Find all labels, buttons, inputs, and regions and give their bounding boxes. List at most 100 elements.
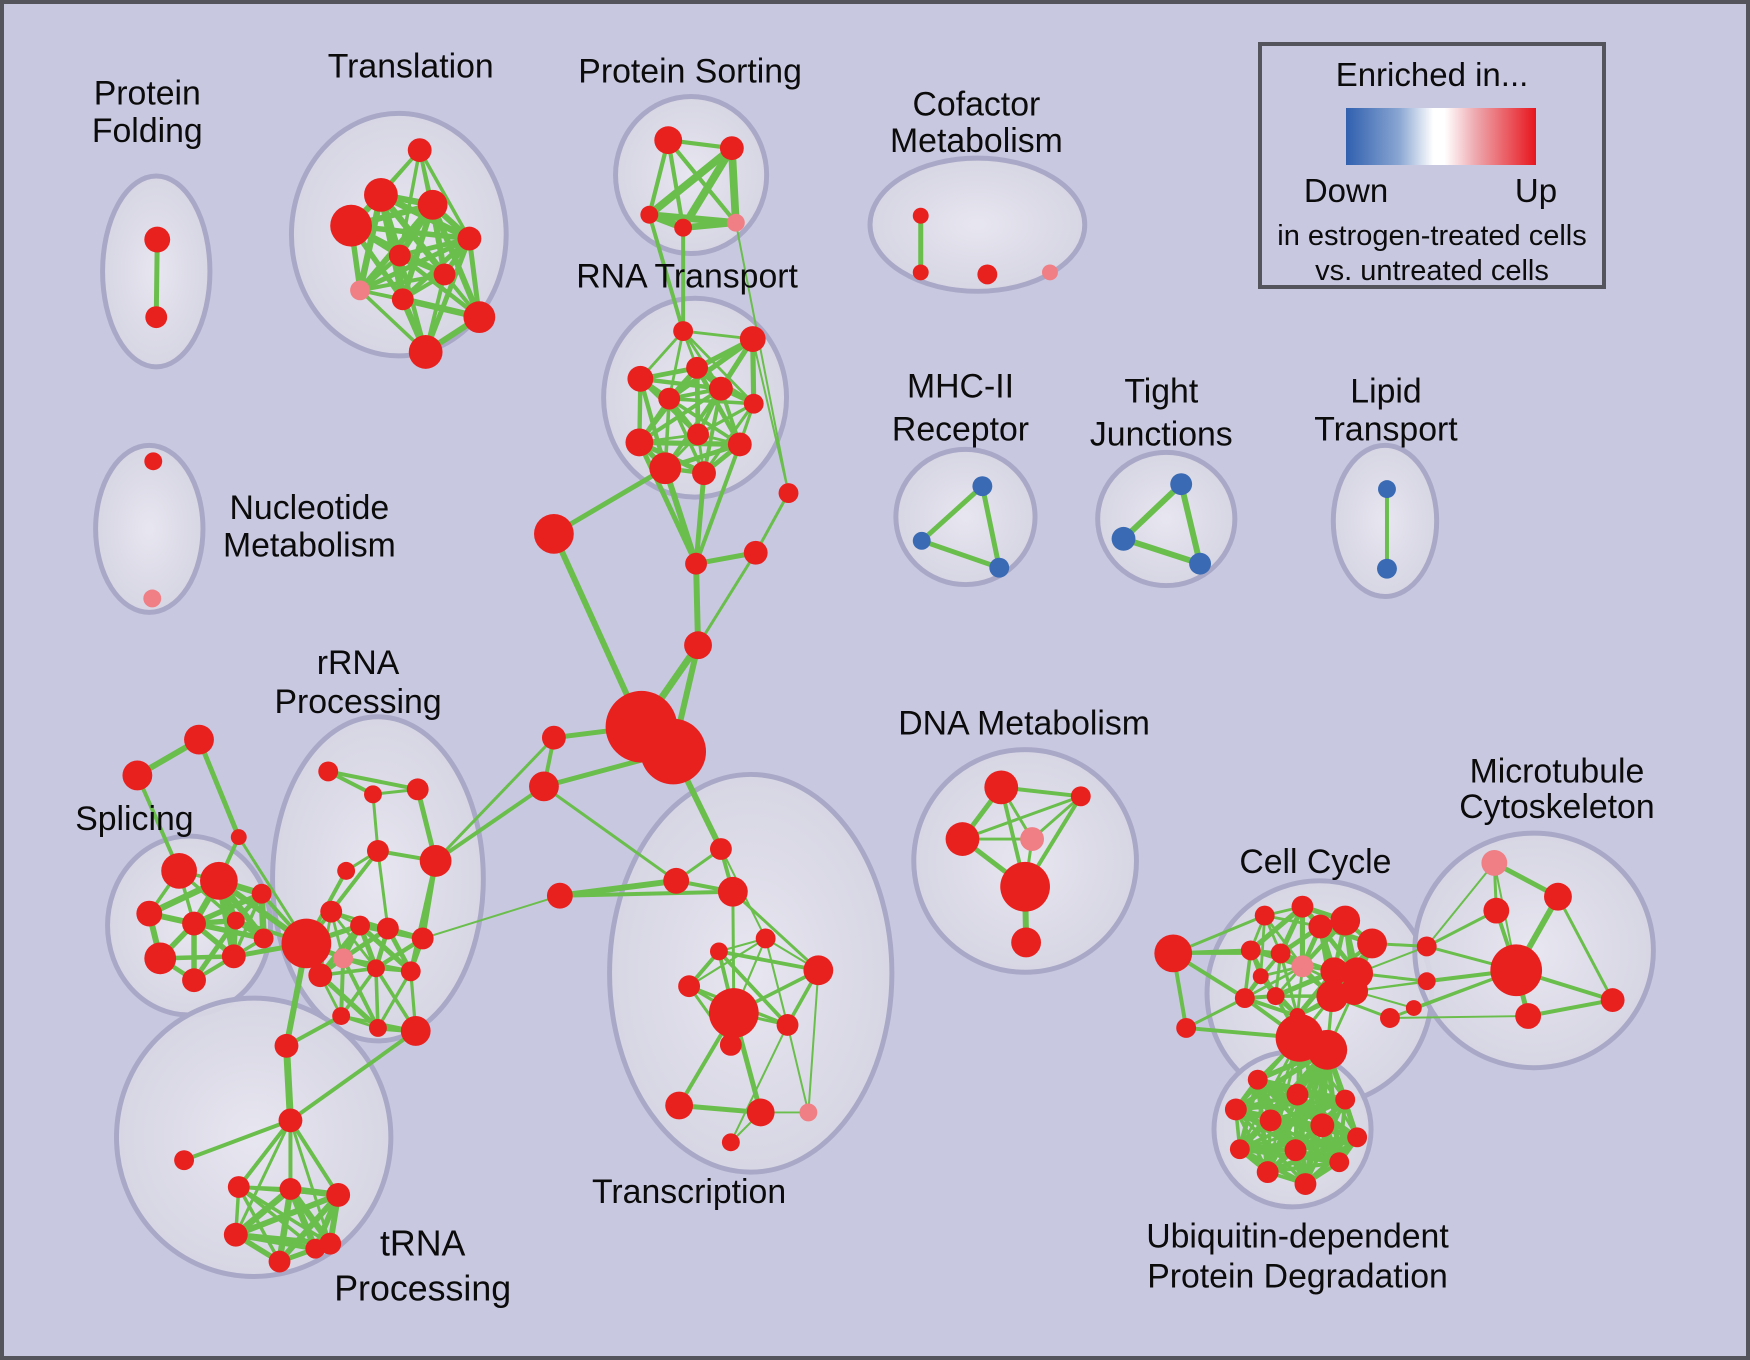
node-ccl2[interactable] [1176, 1018, 1197, 1038]
node-tr4[interactable] [709, 942, 728, 961]
node-cf3[interactable] [977, 264, 998, 285]
node-ps2[interactable] [719, 136, 744, 161]
node-rt1[interactable] [673, 321, 694, 342]
node-u11[interactable] [1256, 1161, 1279, 1184]
node-a[interactable] [534, 513, 574, 554]
node-pf1[interactable] [144, 226, 171, 253]
node-pf2[interactable] [145, 306, 168, 329]
node-m3[interactable] [989, 557, 1010, 578]
node-r3[interactable] [406, 778, 429, 801]
node-rt9[interactable] [625, 428, 654, 457]
node-u9[interactable] [1284, 1139, 1307, 1162]
node-rt8[interactable] [687, 423, 709, 446]
node-sp2[interactable] [199, 861, 238, 900]
node-r15[interactable] [400, 1016, 431, 1046]
node-fa[interactable] [184, 724, 214, 755]
node-u2[interactable] [1286, 1083, 1309, 1106]
node-tr0[interactable] [709, 838, 732, 860]
node-t9[interactable] [391, 288, 414, 311]
node-t5[interactable] [457, 226, 482, 251]
node-dn5[interactable] [1000, 861, 1050, 912]
node-cc8[interactable] [1291, 955, 1314, 978]
node-tr9[interactable] [719, 1033, 742, 1056]
node-l2[interactable] [1377, 558, 1397, 579]
node-tr13[interactable] [721, 1133, 740, 1152]
node-t1[interactable] [407, 138, 432, 163]
node-sp4[interactable] [182, 911, 206, 936]
node-mt6[interactable] [1600, 988, 1625, 1013]
node-cc7[interactable] [1270, 943, 1291, 964]
node-x1[interactable] [778, 483, 799, 504]
node-tj1[interactable] [1170, 473, 1193, 496]
node-cc2[interactable] [1291, 895, 1314, 918]
node-r8[interactable] [376, 917, 399, 940]
node-cc9[interactable] [1320, 957, 1349, 986]
node-sp3[interactable] [136, 900, 163, 927]
node-r2[interactable] [364, 785, 382, 804]
node-rt7[interactable] [743, 393, 764, 414]
node-h6[interactable] [268, 1250, 291, 1273]
node-rhb2[interactable] [308, 963, 333, 988]
node-m2[interactable] [912, 531, 931, 550]
node-cc6[interactable] [1240, 940, 1261, 961]
node-dn2[interactable] [1070, 786, 1091, 807]
node-mt2[interactable] [1544, 882, 1572, 911]
node-h3[interactable] [326, 1183, 351, 1207]
node-rt5[interactable] [708, 376, 733, 401]
node-r10[interactable] [333, 948, 354, 969]
node-tr1[interactable] [663, 867, 690, 894]
node-rt12[interactable] [692, 461, 716, 486]
node-ct[interactable] [278, 1108, 303, 1133]
node-c[interactable] [743, 540, 768, 565]
node-tr3[interactable] [755, 928, 776, 949]
node-l1[interactable] [1378, 480, 1396, 499]
node-cc1[interactable] [1254, 905, 1275, 926]
node-r7[interactable] [350, 915, 370, 936]
node-lc1[interactable] [541, 725, 566, 750]
node-u4[interactable] [1224, 1098, 1247, 1121]
node-lc3[interactable] [546, 882, 573, 909]
node-u6[interactable] [1310, 1113, 1335, 1138]
node-rh[interactable] [419, 845, 452, 877]
node-r14[interactable] [368, 1018, 387, 1037]
node-cc14[interactable] [1316, 980, 1349, 1013]
node-br2[interactable] [1417, 972, 1436, 991]
node-h2[interactable] [279, 1178, 302, 1200]
node-t4[interactable] [330, 204, 372, 247]
node-tr2[interactable] [717, 876, 748, 907]
node-dn4[interactable] [1020, 827, 1044, 851]
node-cf2[interactable] [912, 264, 929, 281]
node-nm1[interactable] [144, 452, 163, 471]
node-u7[interactable] [1347, 1127, 1368, 1148]
node-rt10[interactable] [727, 432, 752, 457]
node-sp5[interactable] [226, 911, 245, 930]
node-cc13[interactable] [1266, 987, 1285, 1006]
node-t2[interactable] [364, 177, 398, 212]
node-br3[interactable] [1405, 1000, 1422, 1017]
node-tr12[interactable] [799, 1103, 818, 1122]
node-fb[interactable] [122, 760, 153, 791]
node-h7[interactable] [305, 1238, 326, 1259]
node-ps5[interactable] [726, 213, 745, 232]
node-cc11[interactable] [1252, 968, 1269, 985]
node-tj2[interactable] [1111, 526, 1136, 551]
node-br1[interactable] [1416, 936, 1437, 957]
node-cf1[interactable] [912, 207, 929, 224]
node-tr11[interactable] [746, 1098, 775, 1127]
node-rt2[interactable] [739, 326, 766, 352]
node-sp6[interactable] [144, 942, 177, 975]
node-u12[interactable] [1294, 1173, 1317, 1195]
node-b[interactable] [685, 552, 707, 575]
node-ps1[interactable] [654, 126, 683, 155]
node-sl[interactable] [174, 1150, 195, 1171]
node-sp7[interactable] [182, 968, 206, 993]
node-sp10[interactable] [253, 928, 274, 949]
node-t10[interactable] [463, 301, 496, 334]
node-mt1[interactable] [1481, 849, 1508, 876]
node-f[interactable] [640, 718, 706, 785]
node-u8[interactable] [1229, 1139, 1250, 1160]
node-u5[interactable] [1259, 1109, 1282, 1132]
node-dn6[interactable] [1011, 927, 1042, 958]
node-cc4[interactable] [1330, 905, 1361, 936]
node-nm2[interactable] [143, 589, 162, 608]
